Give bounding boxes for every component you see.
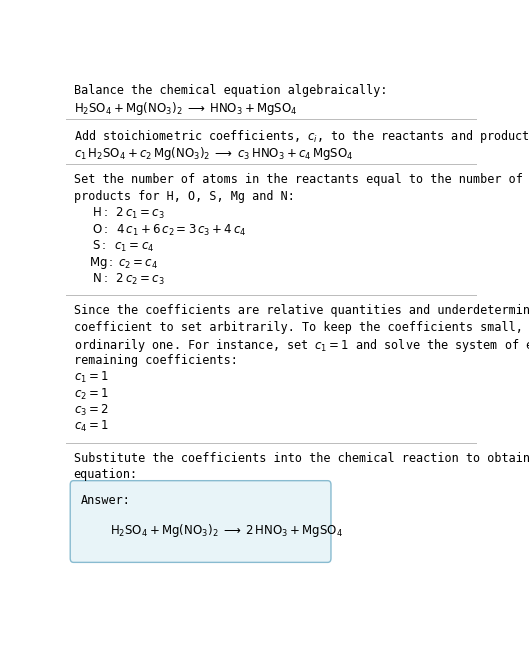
Text: $\mathrm{H_2SO_4 + Mg(NO_3)_2 \;\longrightarrow\; 2\,HNO_3 + MgSO_4}$: $\mathrm{H_2SO_4 + Mg(NO_3)_2 \;\longrig… (111, 522, 343, 539)
Text: Balance the chemical equation algebraically:: Balance the chemical equation algebraica… (74, 83, 387, 96)
Text: remaining coefficients:: remaining coefficients: (74, 354, 238, 367)
FancyBboxPatch shape (70, 481, 331, 562)
Text: $c_1 = 1$: $c_1 = 1$ (74, 370, 108, 385)
Text: equation:: equation: (74, 468, 138, 481)
Text: $\mathrm{H_2SO_4 + Mg(NO_3)_2 \;\longrightarrow\; HNO_3 + MgSO_4}$: $\mathrm{H_2SO_4 + Mg(NO_3)_2 \;\longrig… (74, 100, 297, 117)
Text: $\;\mathrm{N}: \;\; 2\,c_2 = c_3$: $\;\mathrm{N}: \;\; 2\,c_2 = c_3$ (89, 272, 165, 287)
Text: Answer:: Answer: (81, 494, 131, 507)
Text: $\;\mathrm{S}: \;\; c_1 = c_4$: $\;\mathrm{S}: \;\; c_1 = c_4$ (89, 239, 154, 254)
Text: $c_3 = 2$: $c_3 = 2$ (74, 403, 108, 418)
Text: $\;\mathrm{O}: \;\; 4\,c_1 + 6\,c_2 = 3\,c_3 + 4\,c_4$: $\;\mathrm{O}: \;\; 4\,c_1 + 6\,c_2 = 3\… (89, 223, 246, 237)
Text: Set the number of atoms in the reactants equal to the number of atoms in the: Set the number of atoms in the reactants… (74, 173, 529, 186)
Text: $c_1\,\mathrm{H_2SO_4} + c_2\,\mathrm{Mg(NO_3)_2} \;\longrightarrow\; c_3\,\math: $c_1\,\mathrm{H_2SO_4} + c_2\,\mathrm{Mg… (74, 145, 353, 162)
Text: products for H, O, S, Mg and N:: products for H, O, S, Mg and N: (74, 190, 294, 203)
Text: Since the coefficients are relative quantities and underdetermined, choose a: Since the coefficients are relative quan… (74, 304, 529, 317)
Text: $\mathrm{Mg}: \; c_2 = c_4$: $\mathrm{Mg}: \; c_2 = c_4$ (89, 256, 158, 272)
Text: Add stoichiometric coefficients, $c_i$, to the reactants and products:: Add stoichiometric coefficients, $c_i$, … (74, 129, 529, 146)
Text: $\;\mathrm{H}: \;\; 2\,c_1 = c_3$: $\;\mathrm{H}: \;\; 2\,c_1 = c_3$ (89, 206, 165, 221)
Text: coefficient to set arbitrarily. To keep the coefficients small, the arbitrary va: coefficient to set arbitrarily. To keep … (74, 321, 529, 334)
Text: Substitute the coefficients into the chemical reaction to obtain the balanced: Substitute the coefficients into the che… (74, 452, 529, 465)
Text: ordinarily one. For instance, set $c_1 = 1$ and solve the system of equations fo: ordinarily one. For instance, set $c_1 =… (74, 337, 529, 354)
Text: $c_4 = 1$: $c_4 = 1$ (74, 419, 108, 435)
Text: $c_2 = 1$: $c_2 = 1$ (74, 386, 108, 402)
